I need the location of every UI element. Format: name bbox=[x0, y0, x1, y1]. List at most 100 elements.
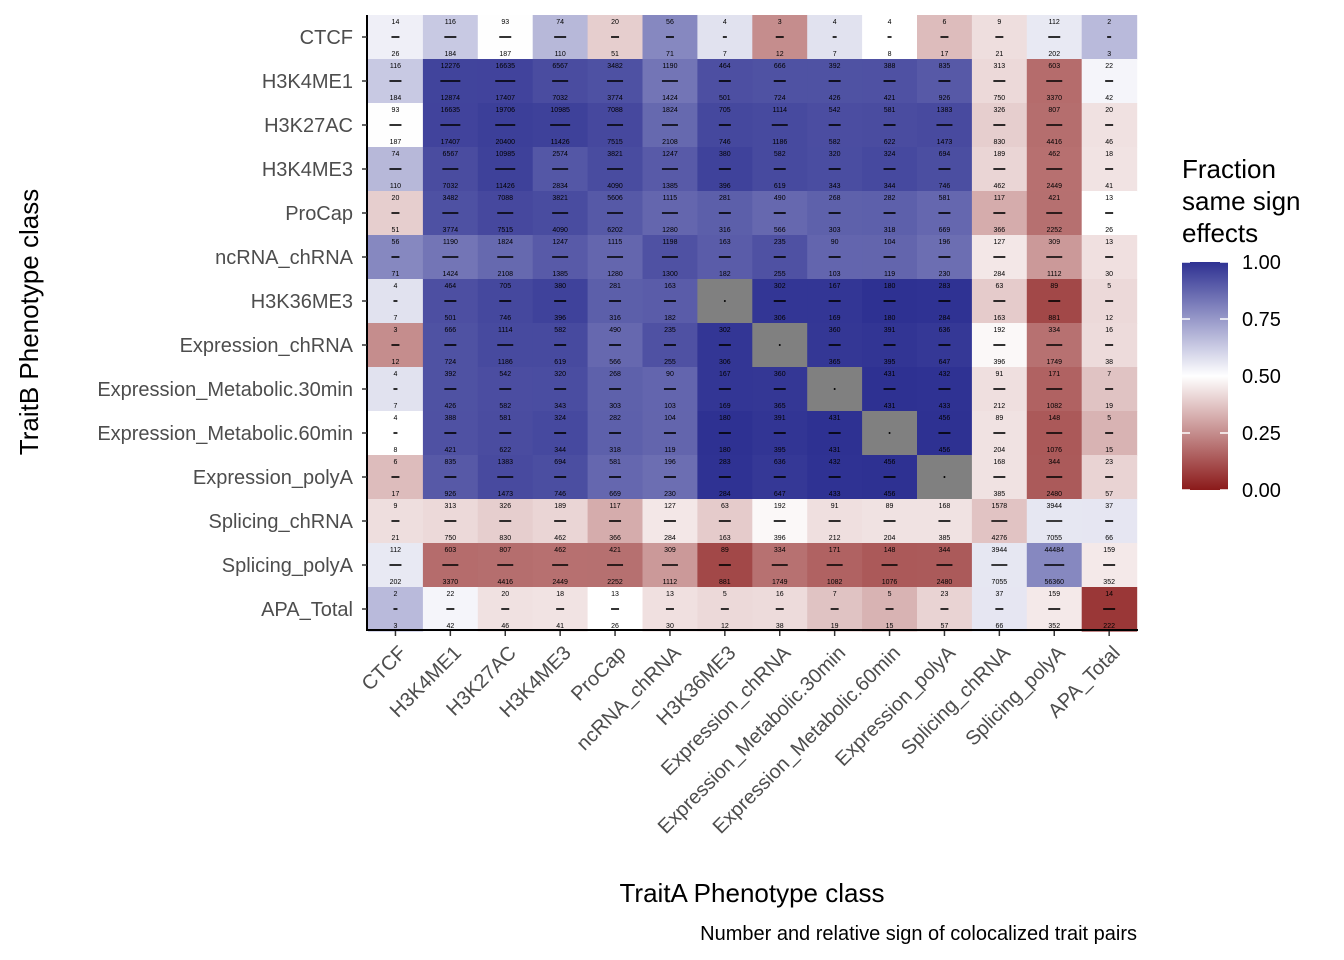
cell-total-count: 1186 bbox=[772, 139, 787, 146]
cell-total-count: 433 bbox=[829, 491, 841, 498]
cell-same-sign-count: 360 bbox=[774, 371, 786, 378]
cell-total-count: 724 bbox=[774, 95, 786, 102]
cell-same-sign-count: 189 bbox=[554, 503, 566, 510]
cell-same-sign-count: 666 bbox=[445, 327, 457, 334]
cell-same-sign-count: 192 bbox=[994, 327, 1006, 334]
cell-total-count: 222 bbox=[1103, 623, 1115, 630]
heatmap-cell: 167 169 bbox=[807, 279, 863, 324]
heatmap-cell: 360 365 bbox=[807, 323, 863, 368]
cell-same-sign-count: 7 bbox=[1107, 371, 1111, 378]
cell-total-count: 750 bbox=[445, 535, 457, 542]
cell-total-count: 7032 bbox=[552, 95, 568, 102]
cell-same-sign-count: 807 bbox=[1048, 107, 1060, 114]
cell-total-count: 169 bbox=[829, 315, 841, 322]
heatmap-cell: 74 110 bbox=[368, 147, 424, 192]
cell-total-count: 647 bbox=[774, 491, 786, 498]
cell-same-sign-count: 180 bbox=[884, 283, 896, 290]
cell-total-count: 1424 bbox=[662, 95, 678, 102]
cell-same-sign-count: 171 bbox=[1048, 371, 1060, 378]
heatmap-cell: 2574 2834 bbox=[532, 147, 589, 192]
cell-total-count: 8 bbox=[888, 51, 892, 58]
cell-same-sign-count: 91 bbox=[995, 371, 1003, 378]
heatmap-cell: 309 1112 bbox=[642, 543, 698, 588]
heatmap-cell: 392 426 bbox=[422, 367, 479, 412]
cell-total-count: 204 bbox=[884, 535, 896, 542]
cell-total-count: 396 bbox=[719, 183, 731, 190]
heatmap-cell: 313 750 bbox=[422, 499, 479, 544]
cell-total-count: 881 bbox=[719, 579, 731, 586]
heatmap-cell: 13 30 bbox=[1081, 235, 1138, 280]
heatmap-cell: 37 66 bbox=[971, 587, 1028, 632]
cell-total-count: 1300 bbox=[662, 271, 678, 278]
cell-same-sign-count: 10985 bbox=[496, 151, 516, 158]
cell-same-sign-count: 283 bbox=[939, 283, 951, 290]
heatmap-cell: 666 724 bbox=[752, 59, 808, 104]
heatmap-cell: 9 21 bbox=[971, 15, 1028, 60]
cell-same-sign-count: 1115 bbox=[663, 195, 678, 202]
cell-same-sign-count: 490 bbox=[774, 195, 786, 202]
cell-same-sign-count: 89 bbox=[1050, 283, 1058, 290]
cell-same-sign-count: 3821 bbox=[552, 195, 568, 202]
cell-same-sign-count: 116 bbox=[445, 19, 456, 26]
cell-same-sign-count: 636 bbox=[774, 459, 786, 466]
cell-total-count: 2480 bbox=[1046, 491, 1062, 498]
cell-total-count: 187 bbox=[390, 139, 402, 146]
cell-same-sign-count: 16 bbox=[1105, 327, 1113, 334]
heatmap-cell: 5606 6202 bbox=[587, 191, 644, 236]
heatmap-cell: 313 750 bbox=[971, 59, 1028, 104]
cell-total-count: 284 bbox=[994, 271, 1006, 278]
cell-total-count: 184 bbox=[390, 95, 402, 102]
cell-same-sign-count: 19706 bbox=[496, 107, 516, 114]
heatmap-cell: 91 212 bbox=[971, 367, 1028, 412]
cell-total-count: 284 bbox=[939, 315, 951, 322]
cell-na-dot bbox=[943, 476, 946, 478]
cell-same-sign-count: 13 bbox=[666, 591, 674, 598]
cell-same-sign-count: 603 bbox=[1048, 63, 1060, 70]
heatmap-cell: 309 1112 bbox=[1026, 235, 1083, 280]
cell-same-sign-count: 235 bbox=[664, 327, 676, 334]
cell-same-sign-count: 313 bbox=[445, 503, 457, 510]
cell-total-count: 3774 bbox=[443, 227, 459, 234]
heatmap-cell: 14 26 bbox=[368, 15, 424, 60]
x-tick-label: CTCF bbox=[358, 642, 411, 695]
heatmap-cell: 16635 17407 bbox=[422, 103, 479, 148]
heatmap-cell bbox=[752, 323, 808, 368]
cell-same-sign-count: 2 bbox=[1107, 19, 1111, 26]
cell-same-sign-count: 4 bbox=[393, 415, 397, 422]
cell-same-sign-count: 581 bbox=[609, 459, 621, 466]
heatmap-cell: 159 352 bbox=[1026, 587, 1083, 632]
cell-same-sign-count: 13 bbox=[1105, 239, 1113, 246]
heatmap-cell: 13 26 bbox=[1081, 191, 1138, 236]
cell-same-sign-count: 490 bbox=[609, 327, 621, 334]
cell-total-count: 4090 bbox=[607, 183, 623, 190]
cell-total-count: 396 bbox=[554, 315, 566, 322]
heatmap-cell: 391 395 bbox=[862, 323, 918, 368]
cell-same-sign-count: 326 bbox=[994, 107, 1006, 114]
cell-total-count: 306 bbox=[774, 315, 786, 322]
heatmap-cell: 192 396 bbox=[971, 323, 1028, 368]
heatmap-cell: 268 303 bbox=[587, 367, 644, 412]
heatmap-cell: 44484 56360 bbox=[1026, 543, 1083, 588]
cell-total-count: 746 bbox=[719, 139, 731, 146]
cell-total-count: 110 bbox=[555, 51, 566, 58]
x-axis-title: TraitA Phenotype class bbox=[620, 878, 885, 908]
legend-tick-label: 1.00 bbox=[1242, 252, 1281, 274]
cell-same-sign-count: 1190 bbox=[443, 239, 458, 246]
cell-total-count: 66 bbox=[1105, 535, 1113, 542]
cell-same-sign-count: 313 bbox=[994, 63, 1006, 70]
heatmap-cell: 90 103 bbox=[807, 235, 863, 280]
legend-title: Fraction same sign effects bbox=[1182, 154, 1301, 248]
heatmap-cell: 320 343 bbox=[532, 367, 589, 412]
heatmap-cell: 104 119 bbox=[862, 235, 918, 280]
cell-same-sign-count: 37 bbox=[995, 591, 1003, 598]
cell-total-count: 926 bbox=[445, 491, 457, 498]
cell-same-sign-count: 636 bbox=[939, 327, 951, 334]
cell-total-count: 1076 bbox=[882, 579, 898, 586]
heatmap-cell: 91 212 bbox=[807, 499, 863, 544]
cell-total-count: 1186 bbox=[498, 359, 513, 366]
cell-total-count: 1076 bbox=[1046, 447, 1062, 454]
cell-same-sign-count: 5 bbox=[888, 591, 892, 598]
heatmap-cell bbox=[697, 279, 753, 324]
